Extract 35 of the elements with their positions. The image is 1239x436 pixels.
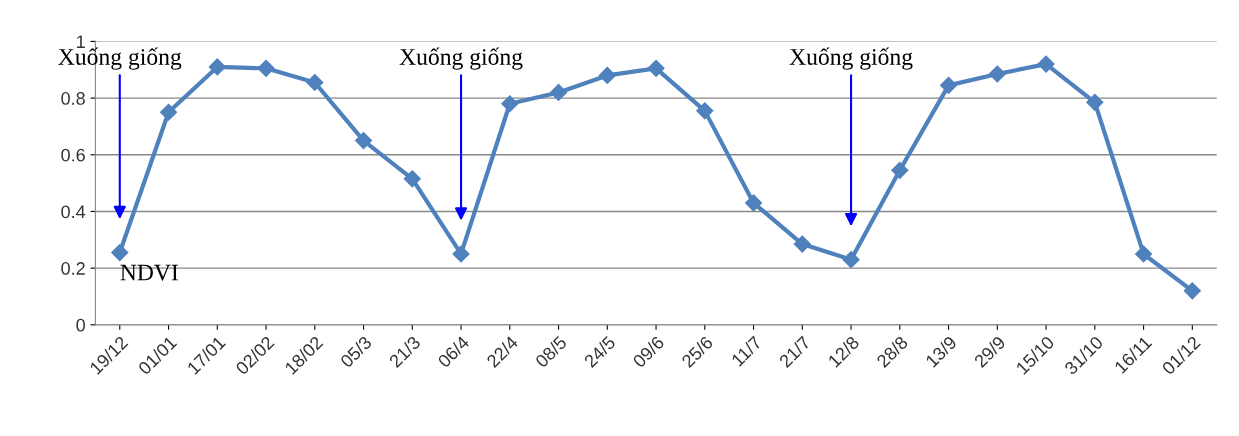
point (988, 65, 1006, 83)
annotation: Xuống giống (58, 47, 182, 70)
point (111, 244, 129, 262)
point (549, 83, 568, 101)
series-label: NDVI (120, 264, 178, 281)
y-tick-label: 0.6 (61, 148, 85, 162)
x-tick-label: 09/6 (631, 335, 665, 369)
annotation: Xuống giống (789, 47, 913, 70)
point (452, 245, 470, 263)
point (159, 103, 178, 121)
point (940, 76, 958, 94)
point (598, 66, 616, 84)
y-tick-label: 1 (77, 35, 85, 48)
point (1135, 245, 1153, 263)
point (208, 58, 226, 76)
x-tick-label: 05/3 (339, 335, 373, 369)
y-tick-label: 0.8 (61, 92, 85, 105)
point (257, 59, 275, 77)
y-tick-label: 0 (76, 318, 85, 332)
point (745, 194, 763, 212)
point (501, 95, 519, 113)
y-tick-label: 0.4 (61, 205, 86, 219)
point (696, 102, 714, 120)
point (647, 59, 665, 77)
point (842, 251, 860, 269)
y-tick-label: 0.2 (61, 262, 85, 275)
point (354, 132, 373, 150)
point (1183, 282, 1201, 300)
point (891, 161, 909, 179)
point (403, 170, 421, 188)
point (306, 73, 324, 92)
point (793, 235, 811, 253)
point (1086, 93, 1104, 111)
point (1037, 55, 1055, 73)
annotation: Xuống giống (399, 47, 523, 70)
